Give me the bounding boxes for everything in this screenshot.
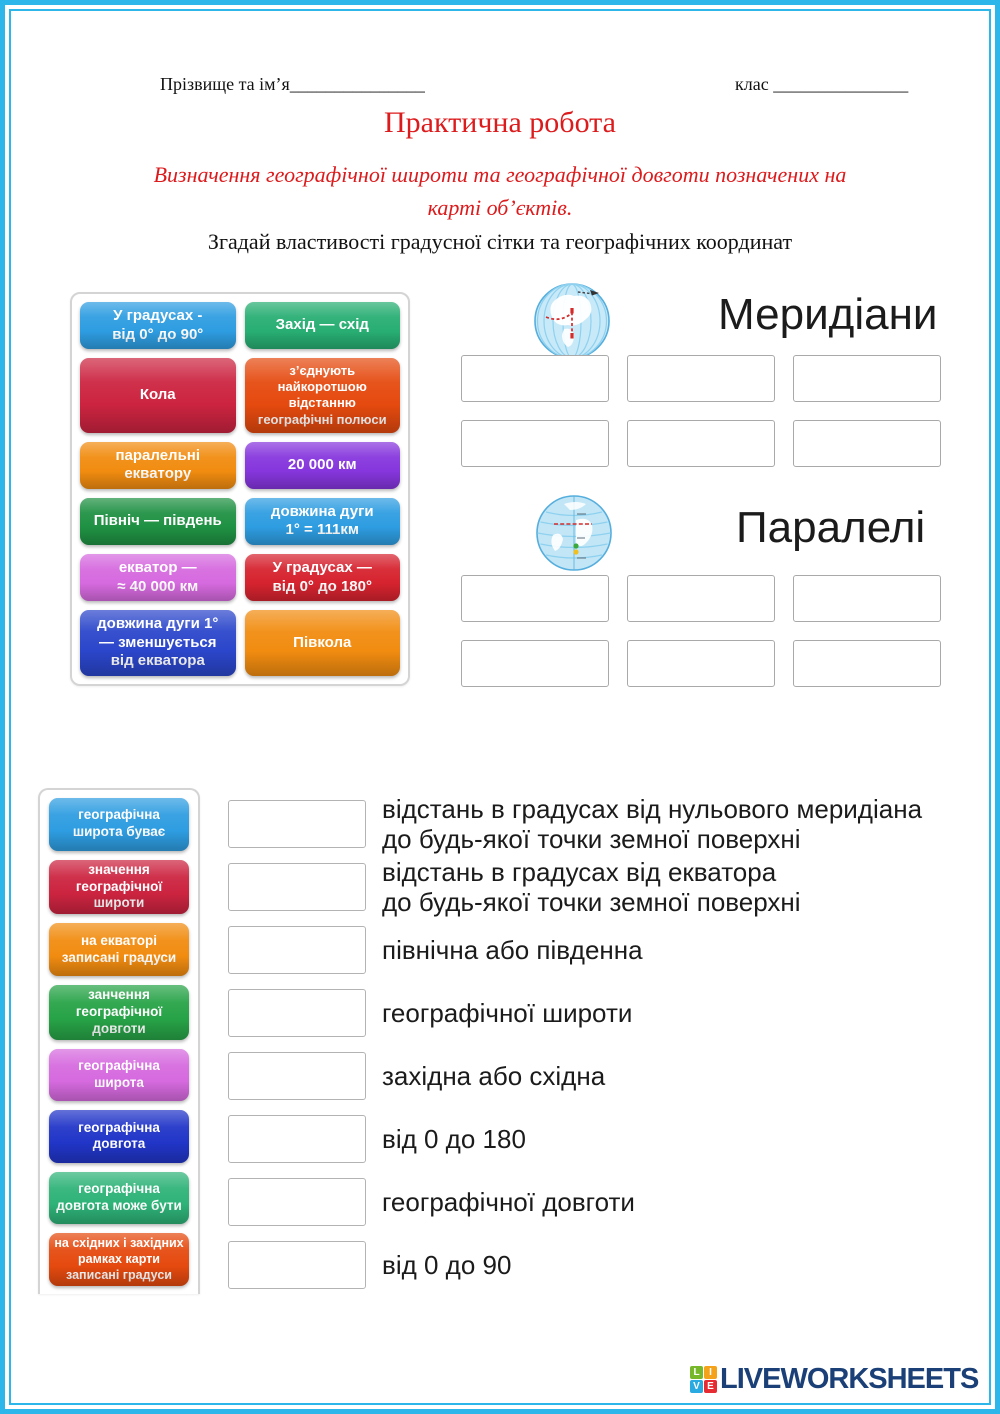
- answer-box[interactable]: [461, 640, 609, 687]
- meridians-heading: Меридіани: [718, 290, 938, 339]
- match-answer-box[interactable]: [228, 1115, 366, 1163]
- property-tile[interactable]: Північ — південь: [80, 497, 236, 546]
- liveworksheets-logo: L I V E LIVEWORKSHEETS: [690, 1363, 979, 1396]
- match-answer-box[interactable]: [228, 1178, 366, 1226]
- match-row: географічної довготи: [228, 1178, 922, 1226]
- globe-parallels-icon: [536, 495, 612, 571]
- task-instruction: Згадай властивості градусної сітки та ге…: [207, 229, 793, 254]
- property-tile[interactable]: Півкола: [244, 610, 400, 676]
- property-tile[interactable]: Захід — схід: [244, 302, 400, 350]
- match-answer-box[interactable]: [228, 1241, 366, 1289]
- matching-tiles-panel: географічна широта буває значення геогра…: [38, 788, 200, 1294]
- match-definition: від 0 до 180: [382, 1123, 526, 1154]
- match-row: відстань в градусах від екватора до будь…: [228, 857, 922, 917]
- answer-box[interactable]: [793, 640, 941, 687]
- match-row: від 0 до 90: [228, 1241, 922, 1289]
- matching-rows: відстань в градусах від нульового мериді…: [228, 794, 922, 1289]
- property-tile[interactable]: довжина дуги 1° = 111км: [244, 497, 400, 546]
- property-tile[interactable]: Кола: [80, 358, 236, 433]
- logo-square-l: L: [690, 1366, 703, 1379]
- property-tile[interactable]: У градусах — від 0° до 180°: [244, 554, 400, 602]
- property-tile[interactable]: паралельні екватору: [80, 441, 236, 490]
- parallels-answer-grid: [461, 575, 941, 687]
- property-tile[interactable]: 20 000 км: [244, 441, 400, 490]
- page-subtitle: Визначення географічної широти та геогра…: [153, 162, 847, 220]
- logo-square-v: V: [690, 1380, 703, 1393]
- match-definition: західна або східна: [382, 1060, 606, 1091]
- match-answer-box[interactable]: [228, 800, 366, 848]
- match-definition: географічної широти: [382, 997, 633, 1028]
- match-definition: північна або південна: [382, 934, 643, 965]
- answer-box[interactable]: [461, 420, 609, 467]
- answer-box[interactable]: [627, 640, 775, 687]
- matching-tile[interactable]: значення географічної широти: [49, 859, 189, 915]
- answer-box[interactable]: [461, 355, 609, 402]
- answer-box[interactable]: [793, 355, 941, 402]
- answer-box[interactable]: [793, 420, 941, 467]
- match-row: відстань в градусах від нульового мериді…: [228, 794, 922, 854]
- matching-tile[interactable]: географічна широта: [49, 1048, 189, 1102]
- property-tile[interactable]: з’єднують найкоротшою відстанню географі…: [244, 358, 400, 433]
- match-definition: відстань в градусах від екватора до будь…: [382, 856, 801, 917]
- globe-meridians-icon: [534, 283, 610, 359]
- match-row: північна або південна: [228, 926, 922, 974]
- property-tile[interactable]: довжина дуги 1° — зменшується від еквато…: [80, 610, 236, 676]
- name-blank-line: Прізвище та ім’я_______________: [160, 74, 425, 94]
- match-answer-box[interactable]: [228, 863, 366, 911]
- logo-text: LIVEWORKSHEETS: [720, 1363, 979, 1395]
- logo-square-i: I: [704, 1366, 717, 1379]
- meridians-answer-grid: [461, 355, 941, 467]
- answer-box[interactable]: [627, 420, 775, 467]
- matching-tile[interactable]: географічна довгота: [49, 1110, 189, 1163]
- match-row: західна або східна: [228, 1052, 922, 1100]
- match-answer-box[interactable]: [228, 989, 366, 1037]
- match-row: географічної широти: [228, 989, 922, 1037]
- property-tiles-panel: У градусах - від 0° до 90° Захід — схід …: [70, 292, 410, 686]
- answer-box[interactable]: [461, 575, 609, 622]
- matching-tile[interactable]: на екваторі записані градуси: [49, 923, 189, 976]
- match-row: від 0 до 180: [228, 1115, 922, 1163]
- property-tile[interactable]: екватор — ≈ 40 000 км: [80, 554, 236, 602]
- class-blank-line: клас _______________: [735, 74, 909, 94]
- liveworksheets-logo-icon: L I V E: [690, 1366, 717, 1393]
- answer-box[interactable]: [627, 355, 775, 402]
- match-answer-box[interactable]: [228, 926, 366, 974]
- answer-box[interactable]: [793, 575, 941, 622]
- match-answer-box[interactable]: [228, 1052, 366, 1100]
- match-definition: від 0 до 90: [382, 1249, 512, 1280]
- match-definition: географічної довготи: [382, 1186, 635, 1217]
- page-title: Практична робота: [384, 106, 616, 139]
- logo-square-e: E: [704, 1380, 717, 1393]
- property-tile[interactable]: У градусах - від 0° до 90°: [80, 302, 236, 350]
- matching-tile[interactable]: занчення географічної довготи: [49, 984, 189, 1040]
- answer-box[interactable]: [627, 575, 775, 622]
- matching-tile[interactable]: на східних і західних рамках карти запис…: [49, 1233, 189, 1286]
- matching-tile[interactable]: географічна широта буває: [49, 798, 189, 851]
- match-definition: відстань в градусах від нульового мериді…: [382, 793, 923, 854]
- matching-tile[interactable]: географічна довгота може бути: [49, 1171, 189, 1225]
- parallels-heading: Паралелі: [736, 503, 926, 552]
